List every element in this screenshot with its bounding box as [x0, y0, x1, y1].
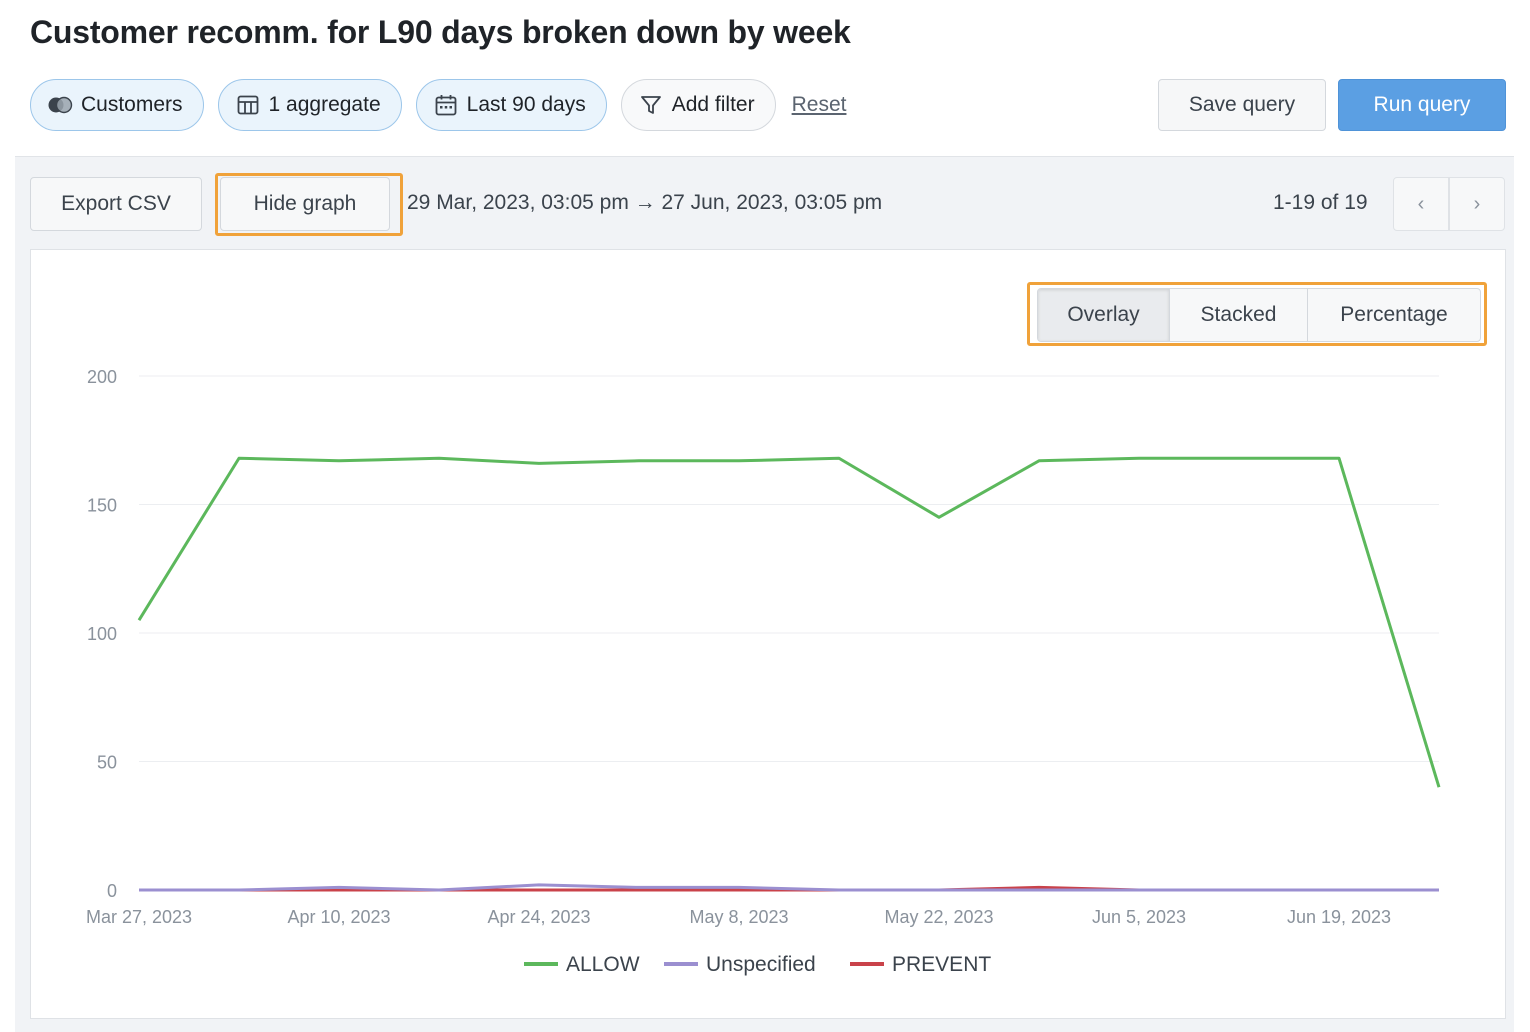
legend-label: PREVENT	[892, 953, 991, 976]
y-tick-label: 50	[97, 753, 117, 773]
aggregate-pill[interactable]: 1 aggregate	[217, 79, 402, 131]
view-mode-percentage[interactable]: Percentage	[1340, 303, 1448, 326]
y-tick-label: 0	[107, 881, 117, 901]
calendar-icon	[433, 92, 459, 118]
page-title: Customer recomm. for L90 days broken dow…	[30, 14, 851, 50]
venn-icon	[47, 92, 73, 118]
y-tick-label: 200	[87, 367, 117, 387]
export-csv-button[interactable]: Export CSV	[30, 177, 202, 231]
view-mode-overlay[interactable]: Overlay	[1038, 289, 1170, 341]
filter-icon	[638, 92, 664, 118]
legend-label: Unspecified	[706, 953, 816, 976]
source-pill[interactable]: Customers	[30, 79, 204, 131]
next-page-button[interactable]: ›	[1449, 177, 1505, 231]
chevron-left-icon: ‹	[1417, 192, 1425, 215]
y-tick-label: 150	[87, 496, 117, 516]
run-query-button[interactable]: Run query	[1338, 79, 1506, 131]
line-chart: 0 50 100 150 200 Mar 27, 2023 Apr 10, 2023 Apr…	[86, 367, 1441, 976]
legend-label: ALLOW	[566, 953, 640, 976]
results-panel: Export CSV Hide graph 29 Mar, 2023, 03:0…	[15, 156, 1514, 1032]
series-line-unspecified	[139, 883, 1439, 892]
add-filter-button[interactable]: Add filter	[620, 79, 776, 131]
chevron-right-icon: ›	[1473, 192, 1481, 215]
add-filter-label: Add filter	[671, 93, 755, 116]
x-tick-label: Jun 19, 2023	[1287, 907, 1391, 927]
pagination-count: 1-19 of 19	[1273, 191, 1368, 214]
table-icon	[235, 92, 261, 118]
x-tick-label: Apr 24, 2023	[487, 907, 590, 927]
hide-graph-button[interactable]: Hide graph	[220, 177, 390, 231]
x-tick-label: May 22, 2023	[884, 907, 993, 927]
x-tick-label: Apr 10, 2023	[287, 907, 390, 927]
view-mode-toggle: Overlay Stacked Percentage	[1037, 288, 1481, 342]
reset-link[interactable]: Reset	[791, 93, 847, 116]
prev-page-button[interactable]: ‹	[1393, 177, 1449, 231]
series-line-allow	[137, 456, 1441, 788]
save-query-button[interactable]: Save query	[1158, 79, 1326, 131]
highlight-frame	[215, 173, 403, 236]
highlight-frame	[1027, 282, 1487, 346]
query-toolbar: Customers 1 aggregate Last 90 days Add f…	[30, 79, 846, 131]
graph-card: Overlay Stacked Percentage 0 50 100 150 200 …	[30, 249, 1506, 1019]
y-tick-label: 100	[87, 624, 117, 644]
x-tick-label: May 8, 2023	[689, 907, 788, 927]
view-mode-stacked[interactable]: Stacked	[1170, 289, 1308, 341]
date-range-pill[interactable]: Last 90 days	[415, 79, 607, 131]
aggregate-label: 1 aggregate	[268, 93, 381, 116]
source-label: Customers	[81, 93, 183, 116]
date-range-text: 29 Mar, 2023, 03:05 pm → 27 Jun, 2023, 0…	[407, 191, 883, 214]
date-range-label: Last 90 days	[466, 93, 586, 116]
x-tick-label: Mar 27, 2023	[86, 907, 192, 927]
x-tick-label: Jun 5, 2023	[1092, 907, 1186, 927]
